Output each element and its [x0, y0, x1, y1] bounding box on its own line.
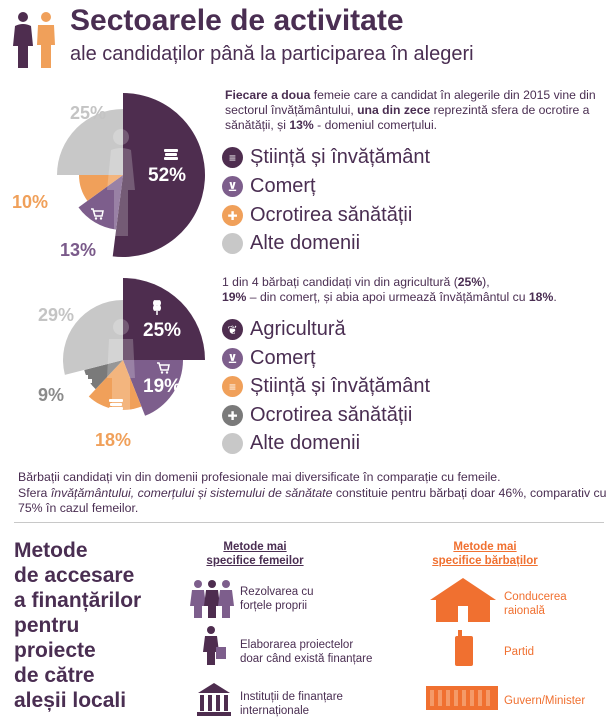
government-building-icon	[426, 686, 498, 710]
text-run: 25%	[457, 275, 483, 289]
house-icon	[430, 578, 496, 622]
women-commerce-pct: 13%	[60, 240, 97, 260]
legend-item-health: ✚ Ocrotirea sănătății	[222, 404, 412, 427]
wheat-icon: ❦	[222, 319, 243, 340]
legend-label: Comerț	[250, 175, 316, 197]
legend-item-other: Alte domenii	[222, 432, 360, 455]
circle-icon	[222, 233, 243, 254]
pie-slice-comerț	[78, 175, 123, 230]
books-icon	[164, 149, 178, 160]
men-method-1: Conducerea raională	[504, 591, 567, 617]
health-cross-icon: ✚	[222, 405, 243, 426]
legend-item-agriculture: ❦ Agricultură	[222, 318, 346, 341]
text-run: Fiecare a doua	[225, 88, 311, 102]
gender-icon	[13, 12, 55, 68]
pie-slice-știință-și-învățământ	[112, 93, 205, 257]
women-methods-header: Metode mai specifice femeilor	[206, 541, 304, 567]
legend-label: Știință și învățământ	[250, 146, 431, 168]
methods-title: Metode de accesare a finanțărilor pentru…	[14, 539, 142, 712]
legend-label: Ocrotirea sănătății	[250, 404, 413, 426]
legend-item-other: Alte domenii	[222, 232, 360, 255]
women-method-1: Rezolvarea cu forțele proprii	[240, 586, 314, 612]
men-other-pct: 29%	[38, 305, 75, 325]
legend-item-commerce: ⊻ Comerț	[222, 175, 316, 198]
legend-label: Alte domenii	[250, 432, 361, 454]
pie-slice-știință-și-învățământ	[88, 360, 142, 410]
page-title: Sectoarele de activitate	[70, 4, 404, 37]
text-run: constituie pentru bărbați doar 46%, comp…	[18, 485, 607, 516]
text-run: învățământului, comerțului și sistemului…	[50, 485, 333, 500]
men-method-2: Partid	[504, 646, 535, 658]
page-subtitle: ale candidaților până la participarea în…	[70, 43, 474, 65]
women-pie-chart	[57, 93, 205, 257]
men-pie-chart	[62, 278, 205, 416]
men-commerce-pct: 19%	[143, 376, 182, 397]
pie-slice-ocrotirea-sănătății	[84, 360, 123, 390]
cart-icon: ⊻	[222, 348, 243, 369]
circle-icon	[222, 433, 243, 454]
text-run: 13%	[289, 118, 314, 132]
pie-slice-alte-domenii	[62, 300, 123, 375]
legend-label: Știință și învățământ	[250, 375, 431, 397]
books-icon: ≡	[222, 147, 243, 168]
text-run: 18%	[528, 290, 554, 304]
text-run: – din comerț, și abia apoi urmează învăț…	[246, 290, 529, 304]
men-agriculture-pct: 25%	[143, 320, 182, 341]
men-health-pct: 9%	[38, 385, 65, 405]
text-run: femeie care a candidat în alegerile din …	[225, 88, 596, 117]
pie-slice-alte-domenii	[57, 109, 123, 175]
men-description: 1 din 4 bărbați candidați vin din agricu…	[222, 275, 612, 305]
text-run: - domeniul comerțului.	[313, 118, 438, 132]
cart-icon	[157, 362, 170, 374]
text-run: Sfera	[18, 485, 51, 500]
text-run: ),	[482, 275, 490, 289]
legend-label: Ocrotirea sănătății	[250, 204, 413, 226]
women-health-pct: 10%	[12, 192, 49, 212]
women-description: Fiecare a doua femeie care a candidat în…	[225, 88, 610, 133]
legend-item-commerce: ⊻ Comerț	[222, 347, 316, 370]
pie-slice-ocrotirea-sănătății	[79, 175, 123, 201]
text-run: .	[553, 290, 557, 304]
woman-with-document-icon	[203, 626, 226, 665]
woman-silhouette-icon	[107, 129, 135, 236]
text-run: Bărbații candidați vin din domenii profe…	[18, 470, 501, 484]
legend-item-science: ≡ Știință și învățământ	[222, 146, 430, 169]
men-method-3: Guvern/Minister	[504, 695, 586, 707]
men-methods-header: Metode mai specifice bărbaților	[432, 541, 538, 567]
text-run: reprezintă sfera de ocrotire a sănătății…	[225, 103, 590, 132]
books-icon: ≡	[222, 376, 243, 397]
legend-label: Comerț	[250, 347, 316, 369]
pie-slice-agricultură	[123, 278, 205, 360]
health-cross-icon	[80, 375, 92, 387]
pie-slice-comerț	[123, 360, 183, 416]
legend-item-science: ≡ Știință și învățământ	[222, 375, 430, 398]
men-science-pct: 18%	[95, 430, 132, 450]
women-other-pct: 25%	[70, 103, 107, 123]
legend-label: Alte domenii	[250, 232, 361, 254]
group-of-women-icon	[190, 580, 234, 618]
legend-label: Agricultură	[250, 318, 346, 340]
text-run: 1 din 4 bărbați candidați vin din agricu…	[222, 275, 458, 289]
cart-icon: ⊻	[222, 176, 243, 197]
health-cross-icon	[66, 180, 78, 192]
institution-building-icon	[197, 683, 231, 716]
books-icon	[109, 399, 123, 410]
text-run: una din zece	[357, 103, 431, 117]
comparison-note: Bărbații candidați vin din domenii profe…	[18, 470, 608, 517]
cart-icon	[91, 208, 104, 220]
wheat-icon	[153, 300, 161, 315]
legend-item-health: ✚ Ocrotirea sănătății	[222, 204, 412, 227]
women-method-2: Elaborarea proiectelor doar când există …	[240, 639, 373, 665]
men-legend: ❦ Agricultură ⊻ Comerț ≡ Știință și învă…	[222, 318, 522, 463]
women-science-pct: 52%	[148, 165, 187, 186]
women-legend: ≡ Știință și învățământ ⊻ Comerț ✚ Ocrot…	[222, 146, 522, 266]
women-method-3: Instituții de finanțare internaționale	[240, 691, 343, 717]
health-cross-icon: ✚	[222, 205, 243, 226]
divider	[14, 522, 604, 523]
podium-icon	[455, 630, 473, 666]
text-run: 19%	[222, 290, 247, 304]
